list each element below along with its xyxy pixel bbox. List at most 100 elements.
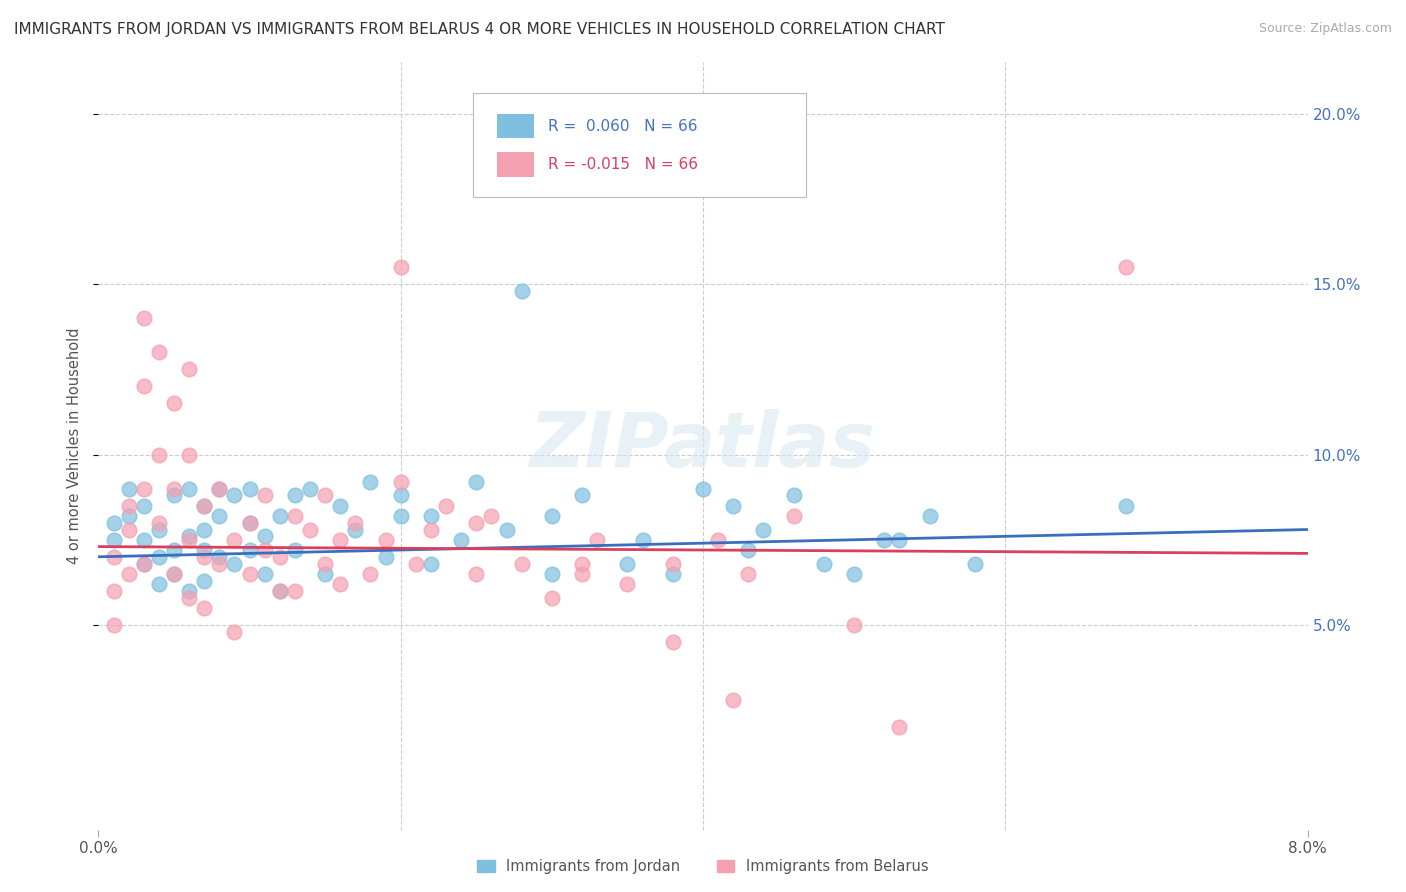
- Point: [269, 549, 291, 564]
- Point: [405, 557, 427, 571]
- Point: [314, 557, 336, 571]
- Point: [132, 533, 155, 547]
- Point: [873, 533, 896, 547]
- Point: [118, 482, 141, 496]
- Point: [118, 508, 141, 523]
- Point: [344, 523, 367, 537]
- Point: [239, 482, 262, 496]
- Point: [723, 693, 745, 707]
- Point: [844, 566, 866, 581]
- Point: [118, 499, 141, 513]
- Point: [965, 557, 987, 571]
- FancyBboxPatch shape: [498, 153, 534, 177]
- Point: [193, 601, 215, 615]
- Point: [224, 533, 246, 547]
- FancyBboxPatch shape: [474, 93, 806, 197]
- Point: [374, 549, 396, 564]
- Point: [253, 566, 276, 581]
- Point: [661, 566, 683, 581]
- Point: [148, 549, 170, 564]
- Point: [510, 557, 533, 571]
- FancyBboxPatch shape: [498, 114, 534, 138]
- Point: [329, 533, 352, 547]
- Point: [163, 482, 186, 496]
- Point: [844, 618, 866, 632]
- Point: [103, 618, 125, 632]
- Legend: Immigrants from Jordan, Immigrants from Belarus: Immigrants from Jordan, Immigrants from …: [471, 854, 935, 880]
- Point: [571, 557, 593, 571]
- Point: [148, 448, 170, 462]
- Point: [148, 577, 170, 591]
- Point: [918, 508, 941, 523]
- Point: [783, 488, 806, 502]
- Point: [132, 379, 155, 393]
- Point: [179, 533, 201, 547]
- Point: [360, 475, 382, 489]
- Point: [616, 577, 638, 591]
- Point: [284, 488, 307, 502]
- Point: [374, 533, 396, 547]
- Point: [148, 345, 170, 359]
- Point: [179, 362, 201, 376]
- Point: [224, 488, 246, 502]
- Point: [723, 499, 745, 513]
- Point: [481, 508, 503, 523]
- Point: [889, 720, 911, 734]
- Point: [132, 557, 155, 571]
- Point: [737, 566, 759, 581]
- Point: [208, 549, 231, 564]
- Point: [661, 635, 683, 649]
- Point: [389, 475, 412, 489]
- Point: [299, 523, 322, 537]
- Point: [118, 523, 141, 537]
- Point: [193, 499, 215, 513]
- Text: R = -0.015   N = 66: R = -0.015 N = 66: [548, 157, 699, 172]
- Point: [269, 583, 291, 598]
- Point: [616, 557, 638, 571]
- Point: [661, 557, 683, 571]
- Point: [314, 488, 336, 502]
- Y-axis label: 4 or more Vehicles in Household: 4 or more Vehicles in Household: [66, 327, 82, 565]
- Point: [132, 557, 155, 571]
- Point: [510, 284, 533, 298]
- Point: [284, 543, 307, 558]
- Point: [1115, 260, 1137, 274]
- Point: [253, 529, 276, 543]
- Point: [284, 583, 307, 598]
- Point: [208, 557, 231, 571]
- Point: [193, 574, 215, 588]
- Point: [179, 482, 201, 496]
- Text: ZIPatlas: ZIPatlas: [530, 409, 876, 483]
- Point: [208, 482, 231, 496]
- Point: [707, 533, 730, 547]
- Point: [132, 499, 155, 513]
- Point: [193, 549, 215, 564]
- Point: [179, 448, 201, 462]
- Point: [737, 543, 759, 558]
- Point: [224, 624, 246, 639]
- Point: [389, 508, 412, 523]
- Point: [239, 516, 262, 530]
- Point: [329, 577, 352, 591]
- Point: [495, 523, 517, 537]
- Point: [163, 396, 186, 410]
- Point: [540, 508, 562, 523]
- Point: [329, 499, 352, 513]
- Point: [103, 533, 125, 547]
- Point: [540, 566, 562, 581]
- Point: [360, 566, 382, 581]
- Point: [208, 508, 231, 523]
- Text: R =  0.060   N = 66: R = 0.060 N = 66: [548, 119, 697, 134]
- Point: [193, 499, 215, 513]
- Point: [253, 488, 276, 502]
- Point: [132, 311, 155, 326]
- Point: [692, 482, 714, 496]
- Point: [420, 523, 443, 537]
- Point: [193, 543, 215, 558]
- Point: [299, 482, 322, 496]
- Point: [163, 488, 186, 502]
- Point: [540, 591, 562, 605]
- Point: [465, 566, 488, 581]
- Point: [208, 482, 231, 496]
- Point: [103, 516, 125, 530]
